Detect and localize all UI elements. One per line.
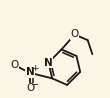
Text: N: N	[44, 58, 53, 68]
Text: O: O	[27, 83, 35, 93]
Text: +: +	[31, 64, 38, 73]
Text: N: N	[26, 67, 35, 77]
Text: −: −	[31, 80, 39, 90]
Text: O: O	[10, 60, 18, 70]
Text: O: O	[71, 29, 79, 39]
